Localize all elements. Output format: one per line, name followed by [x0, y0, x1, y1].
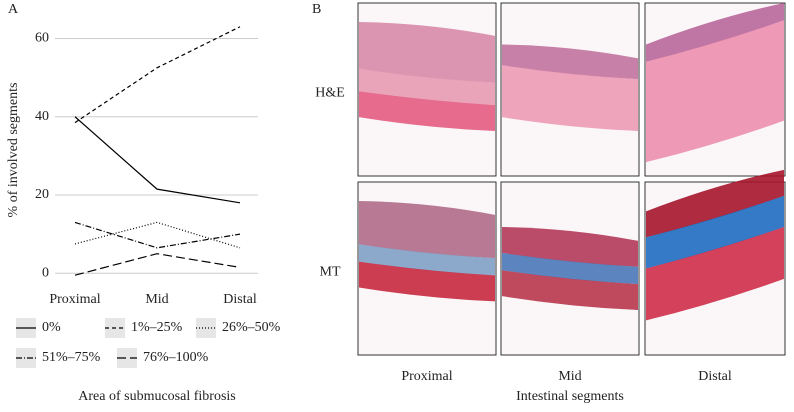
tissue-layer	[502, 270, 638, 311]
legend-label: 76%–100%	[143, 350, 209, 365]
panel-label: B	[312, 2, 321, 17]
x-tick-label: Distal	[223, 292, 257, 307]
data-line	[74, 221, 241, 249]
tissue-layer	[359, 201, 495, 259]
panel-label: A	[8, 2, 19, 17]
tissue-layer	[359, 91, 495, 132]
tissue-layer	[359, 22, 495, 83]
x-tick-label: Proximal	[49, 292, 100, 307]
x-axis-label: Intestinal segments	[516, 389, 624, 404]
y-tick-label: 0	[42, 265, 49, 280]
data-line	[74, 116, 241, 204]
y-tick-label: 40	[35, 109, 49, 124]
legend-label: 51%–75%	[42, 350, 101, 365]
y-tick-label: 20	[35, 187, 49, 202]
row-label: H&E	[315, 86, 345, 101]
column-label: Distal	[698, 369, 732, 384]
column-label: Proximal	[401, 369, 452, 384]
column-label: Mid	[558, 369, 581, 384]
legend-label: 1%–25%	[131, 320, 183, 335]
legend-key-bg	[117, 348, 137, 368]
legend-key-bg	[16, 348, 36, 368]
row-label: MT	[320, 265, 341, 280]
tissue-layer	[646, 20, 784, 163]
legend-label: 0%	[42, 320, 61, 335]
data-line	[74, 26, 241, 124]
tissue-layer	[646, 226, 784, 321]
tissue-layer	[502, 65, 638, 132]
data-line	[74, 221, 241, 249]
tissue-layer	[502, 226, 638, 267]
x-axis-label: Area of submucosal fibrosis	[78, 389, 235, 404]
y-tick-label: 60	[35, 31, 49, 46]
y-axis-label: % of involved segments	[6, 83, 21, 218]
tissue-layer	[502, 252, 638, 285]
tissue-layer	[359, 244, 495, 276]
tissue-layer	[646, 195, 784, 269]
legend-label: 26%–50%	[222, 320, 281, 335]
tissue-layer	[359, 261, 495, 302]
tissue-layer	[646, 169, 784, 238]
tissue-layer	[502, 44, 638, 80]
tissue-layer	[646, 3, 784, 62]
data-line	[74, 253, 241, 276]
x-tick-label: Mid	[145, 292, 168, 307]
